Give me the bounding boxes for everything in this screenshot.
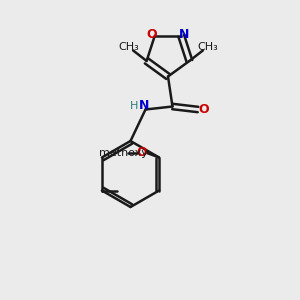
Text: CH₃: CH₃	[118, 43, 139, 52]
Text: CH₃: CH₃	[197, 43, 218, 52]
Text: O: O	[146, 28, 157, 41]
Text: N: N	[139, 99, 149, 112]
Text: O: O	[198, 103, 209, 116]
Text: H: H	[130, 101, 138, 111]
Text: methoxy: methoxy	[99, 148, 148, 158]
Text: N: N	[179, 28, 189, 41]
Text: O: O	[136, 146, 147, 160]
